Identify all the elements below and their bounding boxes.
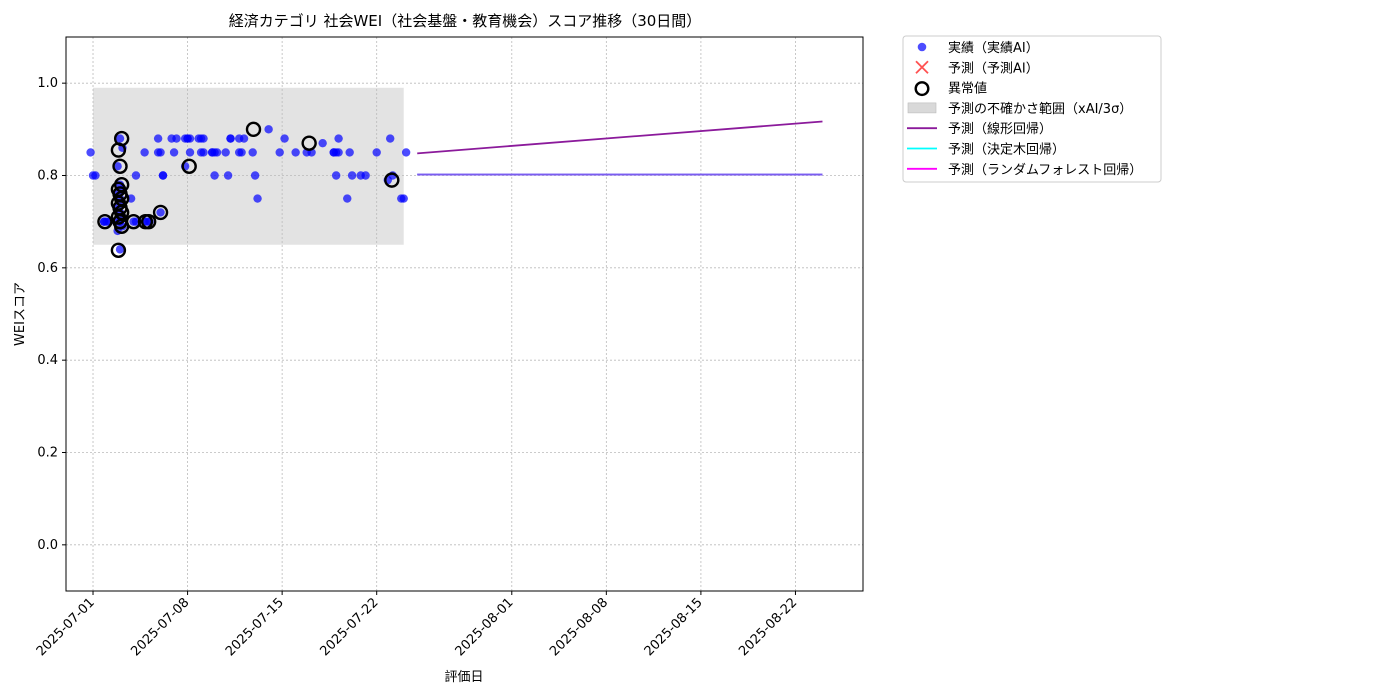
- actual-point: [180, 134, 190, 143]
- actual-point: [221, 148, 230, 157]
- actual-point: [169, 148, 179, 157]
- actual-point: [140, 148, 149, 157]
- actual-point: [223, 171, 233, 180]
- actual-point: [386, 134, 395, 143]
- x-axis-label: 評価日: [444, 670, 483, 685]
- plot-frame: [65, 36, 864, 592]
- actual-point: [264, 125, 273, 134]
- y-tick-label: 0.6: [37, 261, 58, 276]
- actual-point: [343, 194, 352, 203]
- actual-point: [113, 162, 122, 171]
- actual-point: [210, 148, 219, 157]
- actual-point: [210, 171, 219, 180]
- anomaly-markers: [97, 121, 400, 258]
- actual-point: [185, 148, 195, 157]
- actual-point: [318, 138, 327, 148]
- actual-point: [115, 245, 125, 254]
- actual-point: [372, 148, 381, 157]
- prediction-lines: [417, 120, 823, 176]
- legend-x-icon: [915, 60, 929, 74]
- anomaly-marker: [181, 158, 197, 174]
- x-tick-label: 2025-07-01: [34, 595, 98, 659]
- legend-label: 異常値: [948, 81, 987, 97]
- anomaly-marker: [301, 135, 317, 151]
- x-tick-label: 2025-08-08: [547, 595, 611, 659]
- x-tick-label: 2025-08-22: [736, 595, 800, 659]
- x-tick-label: 2025-08-15: [642, 595, 706, 659]
- actual-point: [156, 208, 165, 217]
- legend-patch-icon: [907, 102, 937, 114]
- chart-title: 経済カテゴリ 社会WEI（社会基盤・教育機会）スコア推移（30日間）: [229, 12, 702, 30]
- y-axis: 0.0 0.2 0.4 0.6 0.8 1.0: [37, 76, 66, 553]
- anomaly-marker: [152, 204, 169, 221]
- legend-label: 予測（線形回帰）: [948, 121, 1052, 137]
- y-tick-label: 0.0: [37, 538, 58, 553]
- actual-point: [158, 171, 168, 180]
- y-axis-label: WEIスコア: [13, 282, 28, 346]
- y-tick-label: 0.8: [37, 169, 58, 184]
- anomaly-marker: [245, 121, 262, 138]
- grid: [66, 37, 863, 591]
- linear-line: [417, 120, 823, 155]
- x-tick-label: 2025-08-01: [453, 595, 517, 659]
- actual-point: [356, 171, 365, 180]
- y-tick-label: 0.2: [37, 446, 58, 461]
- x-tick-label: 2025-07-22: [317, 595, 381, 659]
- actual-point: [153, 148, 163, 157]
- anomaly-marker: [110, 242, 127, 258]
- anomaly-marker: [112, 158, 128, 174]
- legend-label: 予測（決定木回帰）: [948, 142, 1065, 158]
- x-tick-label: 2025-07-15: [223, 595, 287, 659]
- legend-label: 実績（実績AI）: [948, 40, 1039, 56]
- actual-point: [115, 134, 125, 143]
- actual-point: [331, 171, 341, 180]
- actual-point: [334, 134, 343, 143]
- anomaly-marker: [384, 172, 400, 188]
- actual-point: [153, 134, 163, 143]
- anomaly-marker: [137, 213, 154, 230]
- anomaly-marker: [110, 142, 127, 158]
- actual-point: [250, 171, 260, 180]
- actual-point: [131, 171, 141, 180]
- actual-point: [234, 134, 244, 143]
- actual-point: [86, 148, 95, 157]
- actual-point: [399, 194, 408, 203]
- x-axis: 2025-07-01 2025-07-08 2025-07-15 2025-07-22…: [34, 591, 800, 659]
- x-tick-label: 2025-07-08: [128, 595, 192, 659]
- actual-point: [329, 148, 338, 157]
- legend-dot-icon: [917, 42, 927, 52]
- actual-point: [248, 148, 257, 157]
- actual-point: [280, 134, 289, 143]
- actual-point: [347, 171, 357, 180]
- actual-point: [401, 148, 411, 157]
- legend-ring-icon: [914, 81, 930, 97]
- actual-point: [226, 134, 235, 143]
- legend-label: 予測（ランダムフォレスト回帰）: [948, 162, 1142, 178]
- legend-frame: [902, 35, 1162, 183]
- actual-point: [99, 217, 109, 226]
- actual-point: [91, 171, 100, 180]
- actual-point: [291, 148, 300, 157]
- actual-point: [199, 134, 208, 143]
- y-tick-label: 0.4: [37, 353, 58, 368]
- legend-label: 予測の不確かさ範囲（xAI/3σ）: [948, 101, 1132, 117]
- anomaly-marker: [97, 213, 113, 230]
- actual-point: [167, 134, 176, 143]
- y-tick-label: 1.0: [37, 76, 58, 91]
- legend-label: 予測（予測AI）: [948, 61, 1039, 76]
- plot-area: [65, 36, 864, 592]
- actual-point: [345, 148, 354, 157]
- actual-point: [237, 148, 246, 157]
- actual-point: [275, 148, 284, 157]
- actual-point: [199, 148, 208, 157]
- actual-point: [253, 194, 262, 203]
